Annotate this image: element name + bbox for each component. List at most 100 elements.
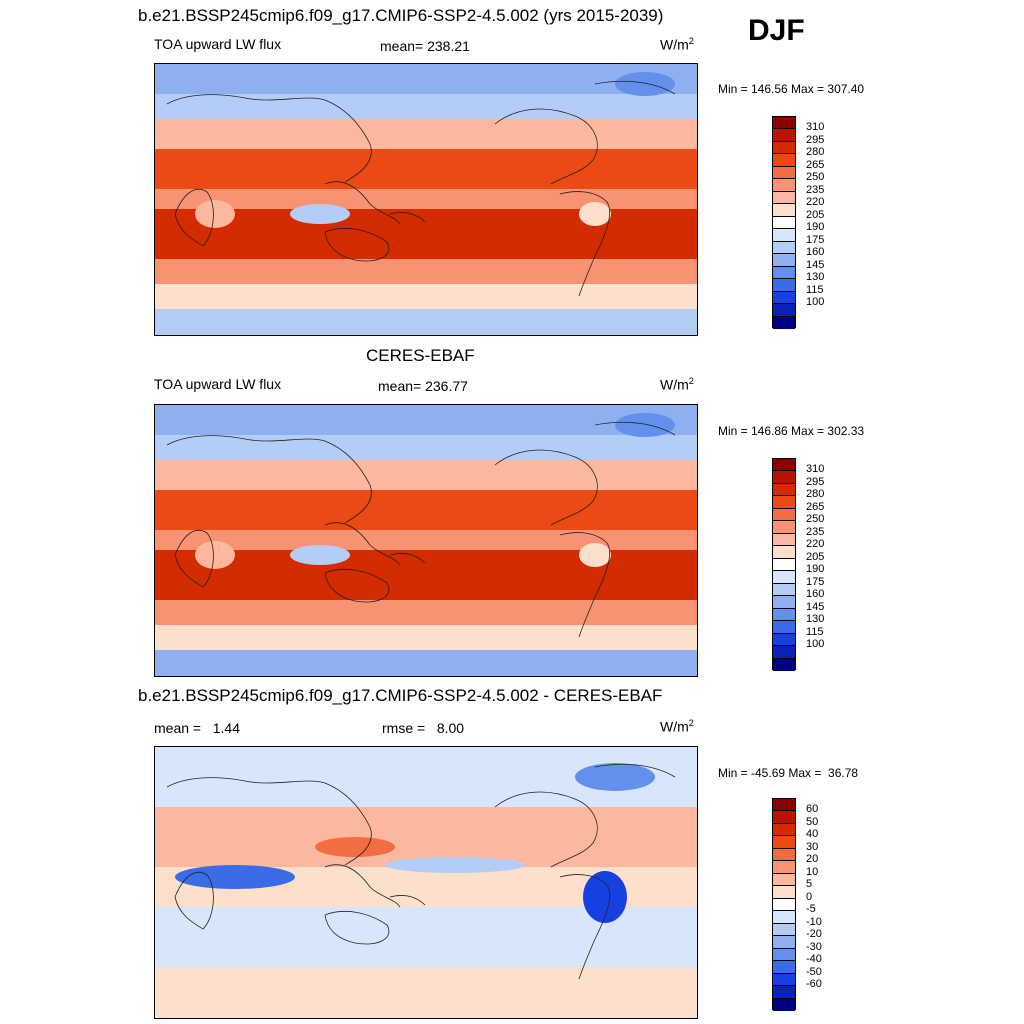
panel-minmax: Min = 146.86 Max = 302.33: [718, 424, 865, 438]
colorbar-swatch: [773, 799, 795, 812]
coastline: [494, 108, 598, 185]
contour-band: [155, 807, 697, 867]
contour-band: [155, 460, 697, 490]
coastline: [174, 871, 214, 930]
panel-units: W/m2: [660, 718, 694, 735]
colorbar-tick-label: 5: [806, 878, 813, 891]
colorbar-swatch: [773, 898, 795, 912]
contour-map: [154, 746, 698, 1019]
colorbar-swatch: [773, 204, 795, 217]
contour-patch: [175, 865, 295, 889]
colorbar-tick-label: 40: [806, 828, 819, 841]
colorbar-swatch: [773, 179, 795, 192]
contour-patch: [195, 200, 235, 228]
coastline: [594, 421, 676, 436]
contour-patch: [615, 72, 675, 96]
coastline: [324, 181, 401, 225]
map-svg: [155, 405, 697, 676]
contour-patch: [579, 543, 611, 567]
colorbar-tick-label: 220: [806, 538, 825, 551]
colorbar-swatch: [773, 546, 795, 559]
colorbar-ticks: 310 295 280 265 250 235 220 205 190 175 160 145 130 1…: [806, 458, 846, 670]
coastline: [324, 522, 401, 566]
colorbar-swatch: [773, 823, 795, 837]
colorbar-tick-label: 250: [806, 513, 825, 526]
colorbar-tick-label: 160: [806, 588, 825, 601]
contour-band: [155, 650, 697, 676]
panel-units: W/m2: [660, 376, 694, 393]
colorbar-swatch: [773, 558, 795, 572]
coastline: [594, 80, 676, 95]
colorbar-swatch: [773, 583, 795, 597]
coastline: [166, 777, 372, 866]
colorbar-tick-label: 205: [806, 550, 825, 563]
colorbar-tick-label: 295: [806, 133, 825, 146]
colorbar-tick-label: 130: [806, 271, 825, 284]
colorbar-tick-label: 145: [806, 600, 825, 613]
colorbar-tick-label: 265: [806, 500, 825, 513]
colorbar-swatch: [773, 533, 795, 547]
colorbar-tick-label: 100: [806, 638, 825, 651]
colorbar-swatch: [773, 508, 795, 522]
coastline: [174, 529, 214, 588]
colorbar-swatch: [773, 848, 795, 862]
coastline: [324, 227, 390, 262]
colorbar-tick-label: 60: [806, 803, 819, 816]
colorbar-tick-label: 10: [806, 865, 819, 878]
contour-band: [155, 64, 697, 94]
colorbar: [772, 116, 796, 329]
colorbar-swatch: [773, 861, 795, 874]
colorbar-tick-label: -60: [806, 978, 822, 991]
colorbar-tick-label: 250: [806, 171, 825, 184]
colorbar-tick-label: 20: [806, 853, 819, 866]
colorbar-swatch: [773, 571, 795, 584]
colorbar-swatch: [773, 471, 795, 484]
colorbar-swatch: [773, 129, 795, 142]
colorbar-tick-label: 280: [806, 488, 825, 501]
contour-band: [155, 284, 697, 309]
coastline: [559, 874, 611, 980]
contour-band: [155, 94, 697, 119]
colorbar-swatch: [773, 117, 795, 130]
colorbar-swatch: [773, 633, 795, 647]
colorbar-tick-label: 30: [806, 840, 819, 853]
contour-band: [155, 149, 697, 189]
colorbar-tick-label: 175: [806, 233, 825, 246]
contour-band: [155, 530, 697, 550]
colorbar-swatch: [773, 266, 795, 280]
contour-band: [155, 209, 697, 259]
colorbar-swatch: [773, 836, 795, 849]
coastline: [166, 94, 372, 183]
coastline: [324, 864, 401, 908]
coastline: [594, 763, 676, 778]
colorbar-swatch: [773, 886, 795, 899]
colorbar-swatch: [773, 154, 795, 167]
panel-variable-label: TOA upward LW flux: [154, 376, 282, 392]
colorbar-tick-label: 295: [806, 475, 825, 488]
colorbar-tick-label: -5: [806, 903, 816, 916]
contour-patch: [385, 857, 525, 873]
coastline: [389, 212, 426, 223]
contour-band: [155, 967, 697, 1018]
colorbar-tick-label: 190: [806, 221, 825, 234]
colorbar-swatch: [773, 973, 795, 987]
colorbar-tick-label: 235: [806, 525, 825, 538]
contour-patch: [615, 413, 675, 437]
colorbar-tick-label: 205: [806, 208, 825, 221]
colorbar-tick-label: 265: [806, 158, 825, 171]
colorbar-tick-label: 115: [806, 283, 824, 296]
colorbar-tick-label: 50: [806, 815, 819, 828]
colorbar-swatch: [773, 646, 795, 659]
contour-band: [155, 405, 697, 435]
colorbar-swatch: [773, 621, 795, 634]
colorbar-swatch: [773, 229, 795, 242]
contour-band: [155, 435, 697, 460]
colorbar-swatch: [773, 141, 795, 155]
colorbar-swatch: [773, 658, 795, 671]
colorbar: [772, 798, 796, 1011]
colorbar-tick-label: -20: [806, 928, 822, 941]
coastline: [494, 449, 598, 526]
colorbar-swatch: [773, 241, 795, 255]
coastline: [389, 895, 426, 906]
colorbar-swatch: [773, 923, 795, 937]
